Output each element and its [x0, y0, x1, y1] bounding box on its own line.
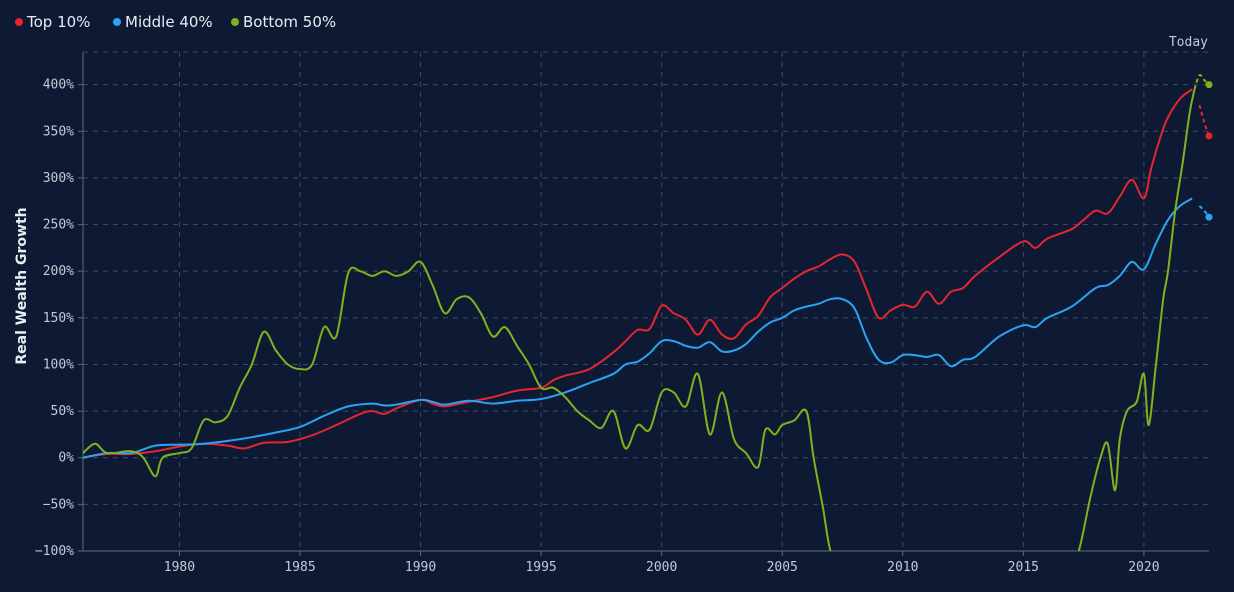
legend-swatch-top10 — [15, 18, 23, 26]
series-endpoints — [1205, 81, 1213, 221]
series-line-middle40 — [83, 197, 1193, 459]
legend-item-top10[interactable]: Top 10% — [15, 13, 90, 31]
x-tick-label: 1980 — [164, 560, 195, 575]
legend-label-top10: Top 10% — [26, 13, 90, 31]
y-tick-label: 50% — [51, 404, 75, 419]
x-tick-label: 1995 — [525, 560, 556, 575]
series-endpoint-middle40 — [1205, 213, 1213, 221]
y-ticks: −100% −50% 0% 50% 100% 150% 200% 250% 300% 350% 40… — [35, 78, 83, 559]
x-tick-label: 2015 — [1008, 560, 1039, 575]
y-tick-label: 200% — [43, 264, 74, 279]
legend-label-bottom50: Bottom 50% — [243, 13, 336, 31]
legend-item-middle40[interactable]: Middle 40% — [113, 13, 213, 31]
x-tick-label: 1985 — [284, 560, 315, 575]
series-line-top10 — [83, 88, 1193, 459]
series-lines — [83, 74, 1209, 551]
y-tick-label: 0% — [58, 451, 74, 466]
grid — [82, 51, 1209, 552]
legend: Top 10% Middle 40% Bottom 50% — [15, 13, 336, 31]
legend-swatch-middle40 — [113, 18, 121, 26]
y-axis-label: Real Wealth Growth — [14, 207, 30, 364]
series-endpoint-top10 — [1205, 132, 1213, 140]
today-label: Today — [1169, 35, 1208, 50]
series-line-bottom50 — [83, 89, 1196, 551]
x-tick-label: 1990 — [405, 560, 436, 575]
x-tick-label: 2000 — [646, 560, 677, 575]
y-tick-label: 100% — [43, 357, 74, 372]
x-ticks: 1980 1985 1990 1995 2000 2005 2010 2015 2020 — [164, 551, 1160, 575]
y-tick-label: 400% — [43, 78, 74, 93]
x-tick-label: 2005 — [767, 560, 798, 575]
series-projection-middle40 — [1198, 205, 1209, 218]
y-tick-label: 150% — [43, 311, 74, 326]
x-tick-label: 2020 — [1128, 560, 1159, 575]
legend-label-middle40: Middle 40% — [125, 13, 213, 31]
y-tick-label: 350% — [43, 124, 74, 139]
legend-swatch-bottom50 — [231, 18, 239, 26]
y-tick-label: 250% — [43, 218, 74, 233]
series-endpoint-bottom50 — [1205, 81, 1213, 89]
y-tick-label: −50% — [43, 497, 74, 512]
y-tick-label: 300% — [43, 171, 74, 186]
legend-item-bottom50[interactable]: Bottom 50% — [231, 13, 336, 31]
series-projection-bottom50 — [1193, 74, 1209, 90]
y-tick-label: −100% — [35, 544, 74, 559]
x-tick-label: 2010 — [887, 560, 918, 575]
